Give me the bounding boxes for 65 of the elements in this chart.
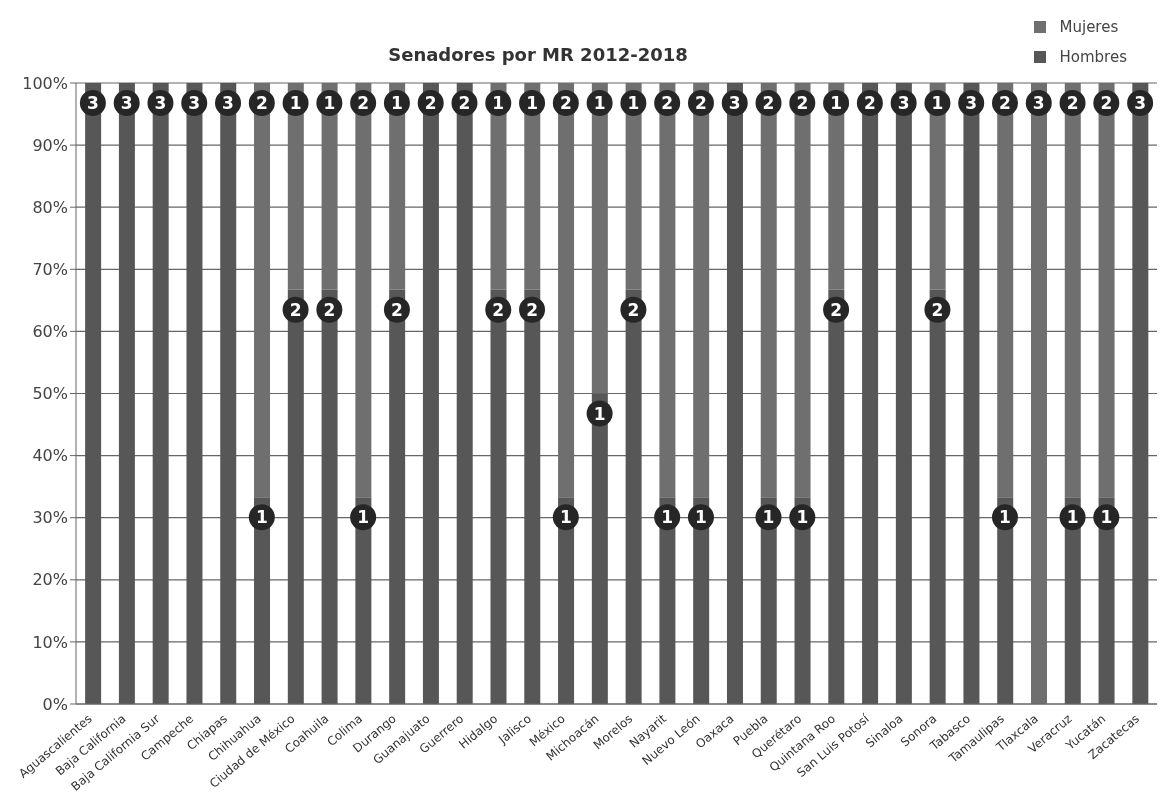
annotation: 1	[255, 507, 268, 528]
annotation: 1	[391, 93, 403, 113]
annotation: 1	[559, 507, 572, 528]
y-tick-label: 50%	[32, 384, 68, 404]
annotation: 1	[796, 507, 809, 528]
annotation: 3	[154, 93, 167, 113]
annotation: 1	[627, 93, 640, 113]
annotation: 1	[289, 93, 302, 113]
annotation: 2	[323, 299, 336, 320]
annotation: 2	[526, 299, 538, 320]
y-tick-label: 30%	[32, 508, 68, 528]
annotation: 1	[593, 403, 606, 424]
annotation: 2	[830, 299, 842, 320]
annotation: 2	[695, 93, 707, 113]
y-tick-label: 10%	[32, 632, 68, 652]
annotation: 1	[931, 93, 944, 113]
annotation: 3	[188, 93, 201, 113]
y-tick-label: 100%	[22, 73, 68, 93]
annotation: 3	[728, 93, 741, 113]
annotation: 3	[1032, 93, 1045, 113]
annotation: 3	[1134, 93, 1147, 113]
annotation: 1	[526, 93, 538, 113]
annotation: 1	[323, 93, 336, 113]
annotation: 1	[762, 507, 775, 528]
annotation: 1	[695, 507, 707, 528]
annotation: 2	[796, 93, 809, 113]
annotation: 3	[222, 93, 234, 113]
annotation: 1	[1100, 507, 1113, 528]
y-tick-label: 40%	[32, 446, 68, 466]
annotation: 2	[627, 299, 640, 320]
annotation: 2	[289, 299, 302, 320]
annotation: 3	[86, 93, 99, 113]
chart-title: Senadores por MR 2012-2018	[388, 44, 688, 65]
annotation: 2	[255, 93, 268, 113]
legend-label: Hombres	[1059, 48, 1127, 66]
annotation: 3	[897, 93, 910, 113]
annotation: 1	[830, 93, 842, 113]
annotation: 1	[661, 507, 674, 528]
annotation: 2	[357, 93, 370, 113]
annotation: 2	[1066, 93, 1079, 113]
y-tick-label: 0%	[42, 694, 68, 714]
annotation: 1	[1066, 507, 1079, 528]
annotation: 2	[931, 299, 944, 320]
legend-label: Mujeres	[1059, 18, 1119, 36]
annotation: 2	[999, 93, 1011, 113]
y-tick-label: 20%	[32, 570, 68, 590]
annotation: 3	[120, 93, 133, 113]
annotation: 2	[762, 93, 775, 113]
annotation: 3	[965, 93, 978, 113]
annotation: 2	[492, 299, 505, 320]
annotation: 2	[391, 299, 403, 320]
annotation: 1	[357, 507, 370, 528]
annotation: 2	[458, 93, 471, 113]
annotation: 2	[661, 93, 674, 113]
y-tick-label: 80%	[32, 197, 68, 217]
annotation: 2	[424, 93, 437, 113]
annotation: 1	[593, 93, 606, 113]
y-tick-label: 70%	[32, 259, 68, 279]
y-tick-label: 60%	[32, 322, 68, 342]
y-tick-label: 90%	[32, 135, 68, 155]
annotation: 2	[559, 93, 572, 113]
annotation: 2	[1100, 93, 1113, 113]
annotation: 1	[492, 93, 505, 113]
annotation: 1	[999, 507, 1011, 528]
annotation: 2	[863, 93, 876, 113]
